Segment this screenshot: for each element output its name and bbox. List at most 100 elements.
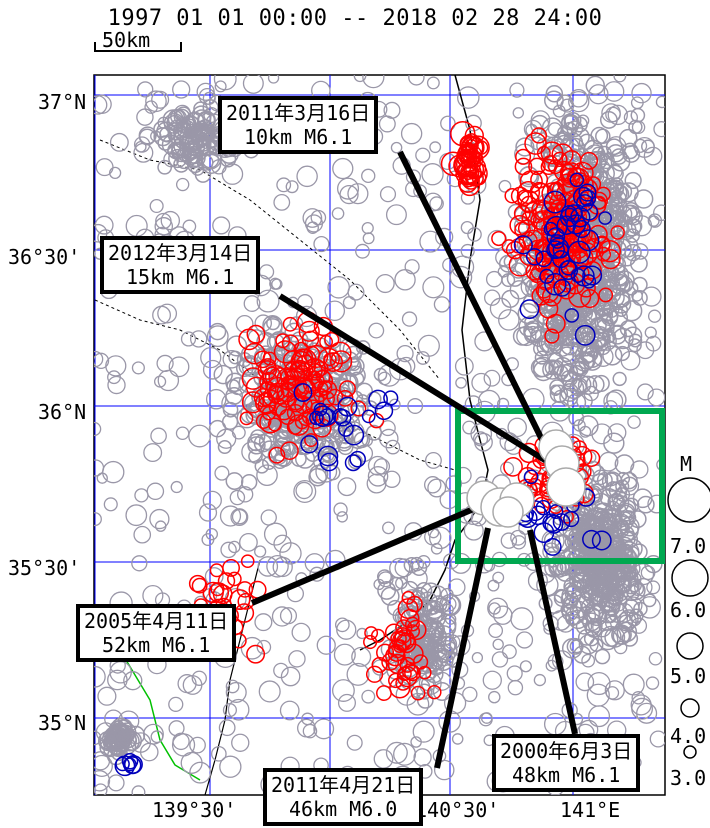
epicenter-circle: [482, 670, 502, 690]
epicenter-circle: [399, 656, 416, 673]
epicenter-circle: [408, 75, 425, 86]
epicenter-circle: [208, 322, 227, 341]
epicenter-circle: [621, 300, 643, 322]
epicenter-circle: [465, 114, 482, 132]
epicenter-circle: [560, 602, 574, 617]
epicenter-circle: [531, 286, 551, 306]
epicenter-circle: [194, 166, 212, 183]
epicenter-circle: [149, 508, 170, 530]
epicenter-circle: [577, 338, 595, 357]
epicenter-circle: [515, 137, 535, 157]
epicenter-circle: [343, 424, 365, 446]
epicenter-circle: [647, 388, 665, 407]
prefecture-boundary: [94, 139, 456, 471]
epicenter-circle: [266, 554, 289, 578]
epicenter-circle: [400, 122, 423, 145]
epicenter-circle: [143, 443, 163, 463]
epicenter-circle: [556, 94, 574, 112]
epicenter-circle: [632, 290, 648, 306]
epicenter-circle: [491, 651, 509, 668]
epicenter-circle: [517, 189, 540, 213]
epicenter-circle: [202, 490, 222, 510]
epicenter-circle: [236, 486, 254, 503]
epicenter-circle: [368, 322, 385, 339]
epicenter-circle: [376, 685, 392, 702]
epicenter-circle: [627, 415, 641, 429]
epicenter-circle: [298, 411, 313, 426]
epicenter-circle: [390, 630, 407, 648]
epicenter-circle: [501, 239, 517, 254]
epicenter-circle: [588, 84, 609, 105]
callout-detail: 15km M6.1: [125, 265, 235, 289]
epicenter-circle: [618, 182, 639, 203]
epicenter-circle: [558, 275, 576, 293]
epicenter-circle: [196, 82, 215, 101]
epicenter-circle: [131, 785, 146, 795]
epicenter-circle: [503, 456, 523, 477]
callout-leader-line: [397, 150, 551, 454]
epicenter-circle: [605, 587, 621, 602]
epicenter-circle: [94, 459, 105, 477]
epicenter-circle: [383, 470, 401, 488]
epicenter-circle: [273, 340, 297, 364]
epicenter-circle: [256, 289, 280, 313]
epicenter-circle: [551, 143, 574, 166]
epicenter-circle: [648, 651, 663, 666]
epicenter-circle: [295, 481, 313, 500]
epicenter-circle: [202, 359, 223, 380]
epicenter-circle: [539, 268, 555, 284]
epicenter-circle: [367, 455, 388, 476]
epicenter-circle: [104, 725, 125, 747]
epicenter-circle: [389, 357, 412, 381]
epicenter-circle: [542, 359, 563, 380]
epicenter-circle: [319, 452, 339, 472]
epicenter-circle: [595, 296, 616, 317]
epicenter-circle: [300, 435, 319, 454]
epicenter-circle: [262, 366, 282, 386]
epicenter-circle: [245, 376, 267, 398]
epicenter-circle: [268, 446, 286, 464]
callout-detail: 46km M6.0: [288, 797, 398, 821]
epicenter-circle: [516, 189, 534, 206]
epicenter-circle: [471, 652, 484, 664]
epicenter-circle: [355, 340, 371, 355]
epicenter-circle: [488, 602, 501, 615]
epicenter-circle: [544, 273, 567, 296]
epicenter-circle: [528, 157, 546, 176]
epicenter-circle: [315, 369, 331, 385]
epicenter-circle: [616, 536, 634, 555]
epicenter-circle: [569, 548, 587, 566]
epicenter-circle: [294, 448, 316, 469]
epicenter-circle: [229, 489, 246, 506]
epicenter-circle: [631, 82, 652, 104]
epicenter-circle: [413, 748, 432, 767]
epicenter-circle: [258, 680, 281, 703]
epicenter-circle: [582, 529, 601, 549]
epicenter-circle: [240, 554, 255, 569]
epicenter-circle: [549, 379, 565, 395]
epicenter-circle: [403, 643, 424, 664]
epicenter-circle: [626, 611, 642, 627]
epicenter-circle: [609, 308, 629, 327]
epicenter-circle: [609, 177, 624, 192]
epicenter-circle: [397, 666, 412, 682]
epicenter-circle: [397, 598, 419, 620]
epicenter-circle: [488, 623, 504, 639]
epicenter-circle: [227, 698, 250, 721]
epicenter-circle: [149, 198, 164, 214]
epicenter-circle: [389, 576, 404, 591]
epicenter-circle: [230, 508, 249, 527]
epicenter-circle: [560, 590, 579, 609]
epicenter-circle: [523, 322, 543, 342]
epicenter-circle: [324, 464, 341, 481]
epicenter-circle: [95, 158, 114, 177]
epicenter-circle: [433, 759, 455, 781]
epicenter-circle: [621, 142, 639, 160]
lat-label-35-30: 35°30': [8, 556, 81, 580]
epicenter-circle: [103, 497, 118, 512]
epicenter-circle: [400, 609, 420, 629]
epicenter-circle: [160, 210, 181, 231]
epicenter-circle: [583, 567, 601, 586]
epicenter-circle: [114, 725, 132, 742]
epicenter-circle: [194, 120, 210, 136]
